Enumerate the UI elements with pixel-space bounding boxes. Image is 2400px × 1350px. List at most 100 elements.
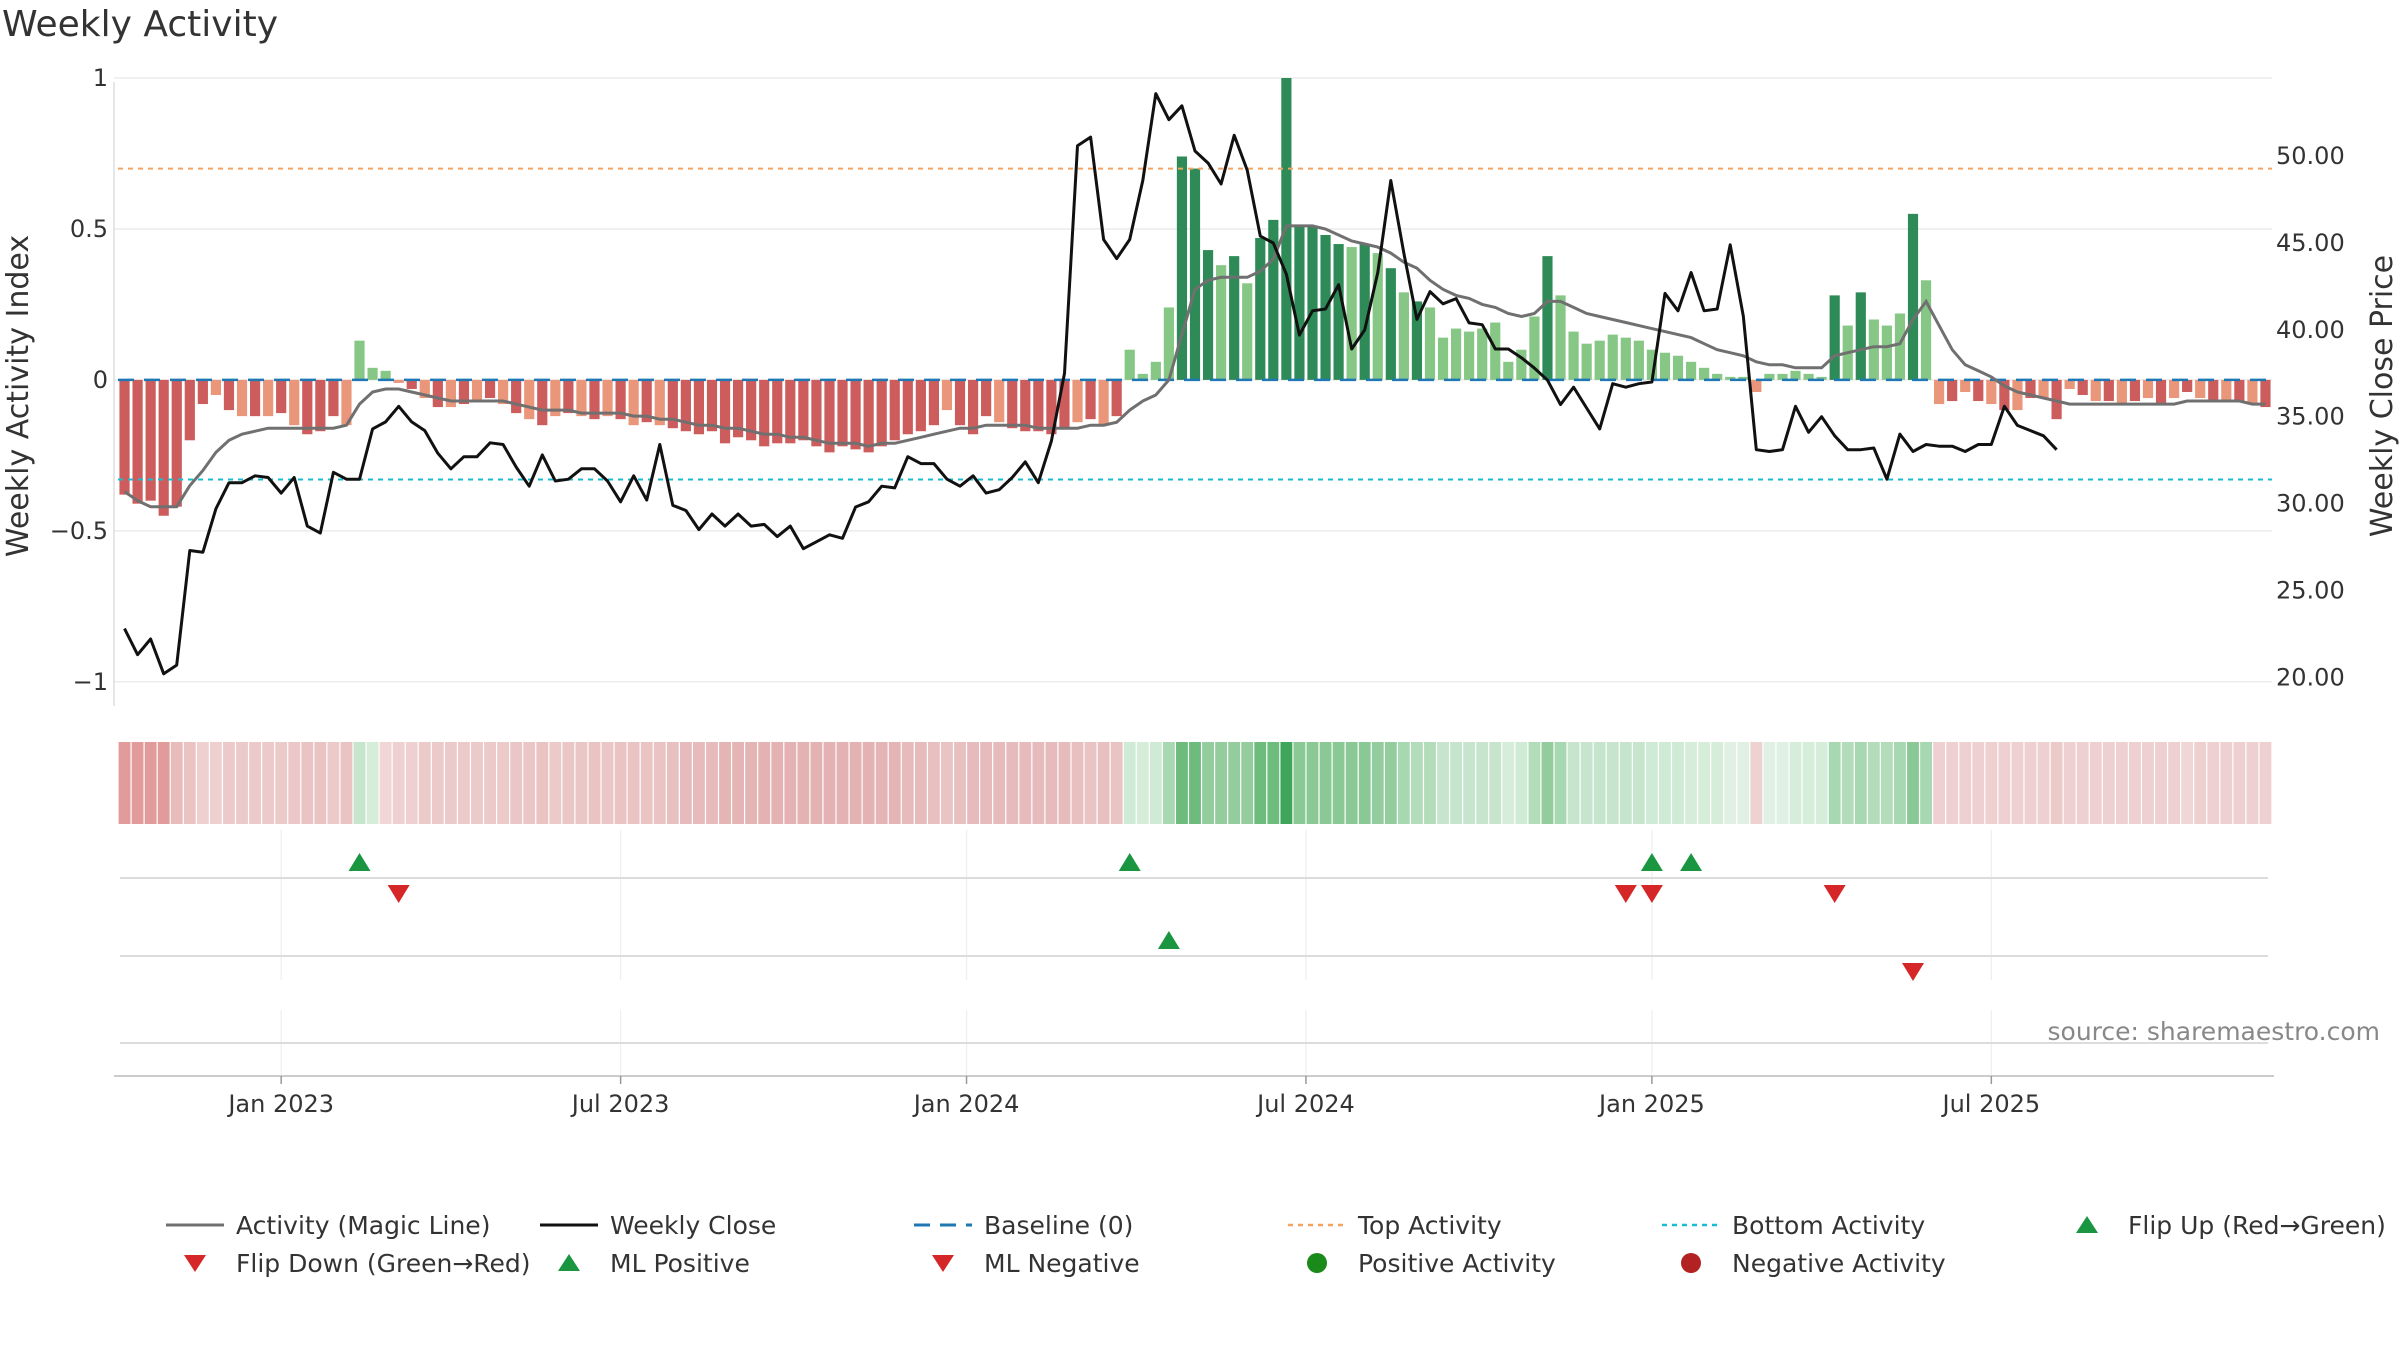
x-tick-label: Jul 2024 xyxy=(1255,1090,1355,1118)
heat-cell xyxy=(693,742,705,824)
heat-cell xyxy=(1319,742,1332,824)
heat-cell xyxy=(2011,742,2024,824)
heat-cell xyxy=(1228,742,1241,824)
heat-cell xyxy=(1711,742,1724,824)
activity-bar xyxy=(145,379,156,501)
heat-cell xyxy=(1619,742,1632,824)
heat-cell xyxy=(1489,742,1502,824)
heat-cell xyxy=(797,742,810,824)
activity-bar xyxy=(210,379,222,395)
activity-bar xyxy=(1333,244,1344,380)
activity-bar xyxy=(759,379,770,447)
heat-cell xyxy=(353,742,366,824)
heat-cell xyxy=(1397,742,1410,824)
flip-up-marker xyxy=(1640,853,1663,871)
activity-bar xyxy=(249,379,261,417)
activity-bar xyxy=(197,379,208,405)
y-tick-label-left: 0 xyxy=(93,366,108,394)
activity-bar xyxy=(2064,379,2075,389)
activity-bar xyxy=(1150,361,1161,380)
y-tick-label-right: 25.00 xyxy=(2276,576,2345,604)
heat-cell xyxy=(666,742,679,824)
activity-bar xyxy=(641,379,652,423)
activity-bar xyxy=(1529,316,1540,380)
activity-bar xyxy=(706,379,718,432)
heat-cell xyxy=(170,742,183,824)
heat-cell xyxy=(1502,742,1515,824)
heat-cell xyxy=(392,742,405,824)
activity-bar xyxy=(1163,307,1174,380)
activity-bar xyxy=(1255,238,1266,380)
activity-bar xyxy=(1411,301,1423,380)
x-tick-label: Jan 2024 xyxy=(912,1090,1020,1118)
heat-cell xyxy=(1149,742,1162,824)
activity-bar xyxy=(1385,268,1396,380)
activity-bar xyxy=(602,379,613,417)
heat-cell xyxy=(758,742,771,824)
heat-cell xyxy=(523,742,536,824)
activity-bar xyxy=(2182,379,2193,392)
activity-bar xyxy=(1738,376,1749,380)
activity-bar xyxy=(1294,225,1305,380)
heat-cell xyxy=(679,742,692,824)
heat-cell xyxy=(1110,742,1123,824)
activity-bar xyxy=(1568,331,1579,380)
legend-item: Baseline (0) xyxy=(914,1211,1133,1240)
heat-cell xyxy=(1476,742,1489,824)
heat-cell xyxy=(941,742,953,824)
heat-cell xyxy=(1985,742,1998,824)
activity-bar xyxy=(2260,379,2271,408)
heat-cell xyxy=(196,742,209,824)
legend-label: ML Negative xyxy=(984,1249,1140,1278)
heat-cell xyxy=(954,742,966,824)
y-tick-label-left: −1 xyxy=(73,668,108,696)
heat-cell xyxy=(1763,742,1776,824)
activity-bar xyxy=(511,379,522,414)
activity-bar xyxy=(132,379,143,504)
y-axis-title-left: Weekly Activity Index xyxy=(1,235,36,557)
ml-negative-marker xyxy=(1902,963,1924,981)
heat-cell xyxy=(1672,742,1684,824)
activity-bar xyxy=(1986,379,1997,405)
heat-cell xyxy=(1293,742,1306,824)
activity-bar xyxy=(315,379,326,432)
activity-bar xyxy=(902,379,913,435)
heat-cell xyxy=(2168,742,2181,824)
heat-cell xyxy=(1972,742,1985,824)
flip-down-marker xyxy=(1823,885,1846,903)
heat-cell xyxy=(1241,742,1254,824)
activity-bar xyxy=(1229,256,1240,380)
activity-bar xyxy=(693,379,705,435)
activity-bar xyxy=(1503,361,1514,380)
ml-positive-marker xyxy=(1157,931,1180,949)
activity-bar xyxy=(1646,349,1658,380)
heat-cell xyxy=(588,742,601,824)
heat-cell xyxy=(1854,742,1867,824)
activity-bar xyxy=(994,379,1005,423)
activity-bar xyxy=(302,379,313,435)
heat-cell xyxy=(1411,742,1423,824)
activity-bar xyxy=(2234,379,2245,402)
activity-bar xyxy=(1829,295,1840,380)
activity-bar xyxy=(1907,213,1919,380)
source-label: source: sharemaestro.com xyxy=(2048,1017,2381,1046)
heat-cell xyxy=(183,742,196,824)
magic-line xyxy=(123,224,2266,509)
activity-bar xyxy=(2025,379,2036,399)
flip-up-marker xyxy=(1118,853,1141,871)
legend-item: ML Positive xyxy=(558,1249,750,1278)
heat-cell xyxy=(1606,742,1619,824)
activity-bar xyxy=(1085,379,1096,420)
heat-cell xyxy=(1920,742,1932,824)
activity-bar xyxy=(667,379,678,429)
activity-bar xyxy=(471,379,483,402)
legend-label: Baseline (0) xyxy=(984,1211,1133,1240)
heat-cell xyxy=(118,742,131,824)
activity-bar xyxy=(680,379,691,432)
x-axis: Jan 2023 Jul 2023 Jan 2024 Jul 2024 Jan 2025… xyxy=(114,1075,2274,1118)
activity-bar xyxy=(1659,352,1671,380)
heat-cell xyxy=(1593,742,1606,824)
activity-bar xyxy=(498,379,509,405)
heat-cell xyxy=(888,742,901,824)
heat-cell xyxy=(993,742,1006,824)
